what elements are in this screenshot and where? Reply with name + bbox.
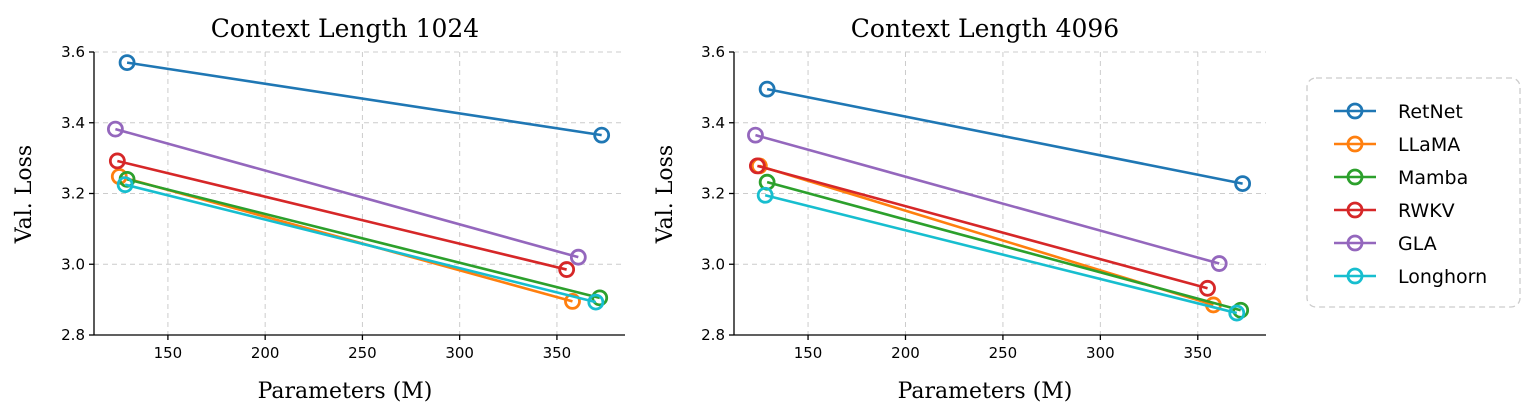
data-point-rwkv [558,261,576,278]
x-tick-label: 200 [251,344,280,362]
x-tick-label: 200 [891,344,920,362]
y-tick-label: 3.0 [701,255,725,273]
data-point-rwkv [1199,279,1216,297]
series-line-gla [755,133,1220,265]
y-tick-label: 3.6 [701,43,725,61]
x-tick-label: 150 [794,344,823,362]
axes: 150 200 250 300 350 2.8 3.0 3.2 3.4 3.6 [61,43,625,362]
y-tick-label: 2.8 [61,326,85,344]
data-point-gla [106,120,124,138]
data-point-gla [1210,255,1228,272]
series-layer [747,80,1252,322]
data-point-mamba [591,289,609,307]
data-point-retnet [1234,175,1252,192]
x-tick-label: 250 [348,344,377,362]
series-gla [747,126,1228,272]
data-point-retnet [118,54,136,72]
legend-label: Mamba [1398,167,1468,189]
legend-entry-retnet: RetNet [1334,101,1463,123]
y-axis-label: Val. Loss [12,145,37,244]
series-layer [106,54,611,311]
series-mamba [758,173,1250,319]
y-tick-label: 3.6 [61,43,85,61]
legend-label: Longhorn [1398,266,1487,288]
data-point-longhorn [756,186,774,204]
series-longhorn [116,176,605,311]
chart-title: Context Length 1024 [211,14,479,43]
series-line-retnet [126,61,602,137]
series-gla [106,120,587,266]
legend-swatch-marker [1346,201,1364,219]
series-rwkv [108,152,576,278]
y-tick-label: 3.0 [61,255,85,273]
x-tick-label: 150 [154,344,183,362]
data-point-longhorn [587,293,605,311]
grid [94,51,625,336]
legend-label: GLA [1398,233,1437,255]
series-line-mamba [126,178,601,300]
series-retnet [758,80,1252,192]
x-axis-label: Parameters (M) [898,379,1073,404]
legend-swatch-marker [1346,234,1364,252]
legend-entry-llama: LLaMA [1334,134,1460,156]
chart-panel-context-1024: Context Length 1024 Parameters (M) Val. … [12,14,625,404]
series-line-gla [115,127,579,259]
data-point-llama [564,292,581,310]
x-axis-label: Parameters (M) [258,379,433,404]
series-longhorn [756,186,1246,322]
data-point-longhorn [116,176,134,194]
legend-swatch-marker [1346,135,1364,153]
legend: RetNet LLaMA Mamba RWKV GLA Longhorn [1306,77,1521,308]
data-point-gla [747,126,764,144]
series-line-longhorn [764,194,1238,315]
legend-label: RetNet [1398,101,1463,123]
legend-label: RWKV [1398,200,1455,222]
x-tick-label: 300 [1086,344,1115,362]
legend-frame [1306,77,1521,308]
legend-entry-rwkv: RWKV [1334,200,1455,222]
series-line-rwkv [757,164,1208,290]
legend-entry-mamba: Mamba [1334,167,1468,189]
y-tick-label: 3.2 [61,185,85,203]
legend-entry-gla: GLA [1334,233,1437,255]
x-tick-label: 350 [543,344,572,362]
data-point-rwkv [748,157,766,175]
data-point-rwkv [108,152,126,170]
series-line-rwkv [117,159,567,271]
x-tick-label: 300 [445,344,474,362]
legend-entries: RetNet LLaMA Mamba RWKV GLA Longhorn [1334,101,1487,288]
series-llama [750,157,1222,314]
series-line-longhorn [124,183,597,304]
legend-swatch-marker [1346,102,1364,120]
axes: 150 200 250 300 350 2.8 3.0 3.2 3.4 3.6 [701,43,1266,362]
y-tick-label: 3.2 [701,185,725,203]
series-line-mamba [766,180,1242,312]
y-tick-label: 2.8 [701,326,725,344]
x-tick-label: 350 [1183,344,1212,362]
series-line-retnet [766,87,1243,185]
data-point-longhorn [1228,304,1246,322]
data-point-retnet [593,126,611,144]
data-point-retnet [758,80,776,98]
legend-entry-longhorn: Longhorn [1334,266,1487,288]
chart-title: Context Length 4096 [851,14,1119,43]
x-tick-label: 250 [989,344,1018,362]
y-tick-label: 3.4 [61,114,85,132]
series-mamba [118,170,609,307]
y-tick-label: 3.4 [701,114,725,132]
series-rwkv [748,157,1216,297]
series-retnet [118,54,611,144]
legend-swatch-marker [1346,168,1364,186]
legend-label: LLaMA [1398,134,1460,156]
data-point-gla [569,248,587,266]
legend-swatch-marker [1346,267,1364,285]
y-axis-label: Val. Loss [653,145,678,244]
chart-panel-context-4096: Context Length 4096 Parameters (M) Val. … [653,14,1266,404]
